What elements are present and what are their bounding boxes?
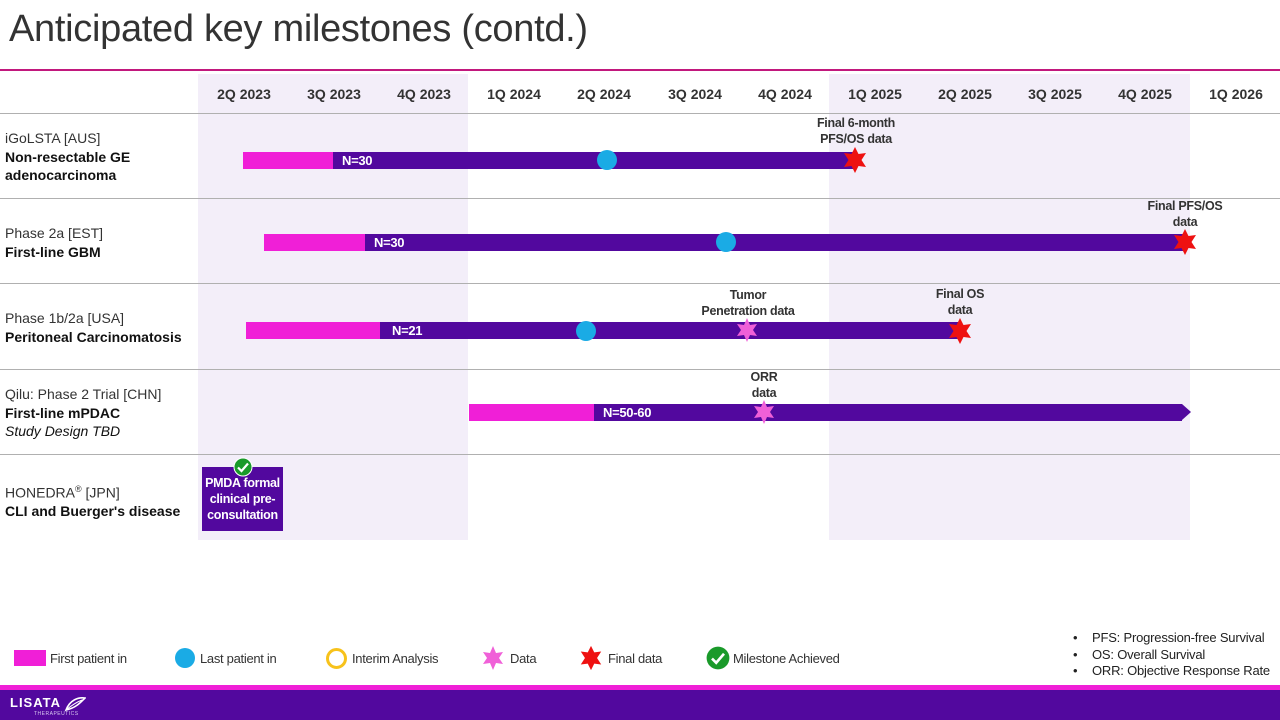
quarter-header: 4Q 2024 — [758, 86, 812, 102]
legend-achieved: Milestone Achieved — [706, 646, 840, 670]
pmda-consultation-box: PMDA formal clinical pre- consultation — [202, 467, 283, 531]
quarter-header: 3Q 2024 — [668, 86, 722, 102]
row-divider — [0, 369, 1280, 370]
interim-ring-icon — [326, 647, 347, 669]
row-label-phase2a: Phase 2a [EST] First-line GBM — [5, 224, 103, 261]
trial-name: Phase 2a [EST] — [5, 225, 104, 241]
milestone-note: Final PFS/OS data — [1147, 199, 1223, 229]
abbreviation-item: ORR: Objective Response Rate — [1073, 663, 1270, 680]
data-star-icon — [483, 646, 503, 670]
legend-first-patient: First patient in — [14, 646, 127, 670]
study-design-note: Study Design TBD — [5, 423, 121, 439]
first-patient-bar — [243, 152, 333, 169]
last-patient-dot — [576, 321, 596, 341]
first-patient-swatch — [14, 650, 46, 666]
abbreviation-item: PFS: Progression-free Survival — [1073, 630, 1270, 647]
enrollment-bar — [594, 404, 1182, 421]
row-divider — [0, 113, 1280, 114]
row-divider — [0, 198, 1280, 199]
legend-last-patient: Last patient in — [175, 646, 277, 670]
milestone-note: ORR data — [750, 370, 778, 400]
first-patient-bar — [246, 322, 380, 339]
trial-name: iGoLSTA [AUS] — [5, 130, 101, 146]
logo-leaf-icon — [64, 697, 86, 712]
first-patient-bar — [264, 234, 365, 251]
quarter-header: 1Q 2025 — [848, 86, 902, 102]
enrollment-count: N=30 — [342, 153, 373, 168]
indication: Peritoneal Carcinomatosis — [5, 328, 182, 345]
final-data-star-icon — [1174, 229, 1196, 255]
company-logo: LISATA — [10, 695, 62, 710]
milestone-note: Tumor Penetration data — [701, 288, 795, 318]
quarter-header: 2Q 2025 — [938, 86, 992, 102]
abbreviation-item: OS: Overall Survival — [1073, 647, 1270, 664]
last-patient-dot-icon — [175, 648, 195, 668]
indication: Non-resectable GE — [5, 148, 131, 165]
legend-interim: Interim Analysis — [326, 646, 439, 670]
first-patient-bar — [469, 404, 594, 421]
milestone-achieved-check-icon — [233, 457, 253, 477]
quarter-header: 1Q 2026 — [1209, 86, 1263, 102]
enrollment-bar — [333, 152, 855, 169]
abbreviations-list: PFS: Progression-free Survival OS: Overa… — [1073, 630, 1270, 680]
quarter-header: 3Q 2025 — [1028, 86, 1082, 102]
quarter-header: 4Q 2025 — [1118, 86, 1172, 102]
indication: CLI and Buerger's disease — [5, 503, 181, 520]
enrollment-count: N=50-60 — [603, 405, 652, 420]
row-label-qilu: Qilu: Phase 2 Trial [CHN] First-line mPD… — [5, 385, 161, 441]
final-data-star-icon — [580, 645, 602, 671]
data-star-icon — [754, 400, 774, 424]
quarter-header: 2Q 2024 — [577, 86, 631, 102]
enrollment-count: N=30 — [374, 235, 405, 250]
final-data-star-icon — [844, 147, 866, 173]
page-title: Anticipated key milestones (contd.) — [9, 8, 588, 50]
shade-band-2025 — [829, 74, 1190, 540]
trial-name: Phase 1b/2a [USA] — [5, 310, 125, 326]
footer-bar — [0, 690, 1280, 720]
quarter-header: 1Q 2024 — [487, 86, 541, 102]
final-data-star-icon — [949, 318, 971, 344]
legend-final: Final data — [578, 645, 662, 671]
row-label-igolsta: iGoLSTA [AUS] Non-resectable GE adenocar… — [5, 129, 130, 185]
milestone-note: Final 6-month PFS/OS data — [816, 116, 896, 146]
indication: First-line mPDAC — [5, 404, 121, 421]
legend-data: Data — [480, 646, 537, 670]
company-logo-subtitle: THERAPEUTICS — [34, 711, 79, 717]
enrollment-count: N=21 — [392, 323, 423, 338]
quarter-header: 2Q 2023 — [217, 86, 271, 102]
indication: adenocarcinoma — [5, 167, 117, 183]
enrollment-bar — [365, 234, 1185, 251]
milestone-achieved-check-icon — [706, 646, 730, 670]
row-label-phase1b2a: Phase 1b/2a [USA] Peritoneal Carcinomato… — [5, 309, 182, 346]
row-divider — [0, 454, 1280, 455]
enrollment-bar — [380, 322, 960, 339]
row-divider — [0, 283, 1280, 284]
ongoing-arrow-icon — [1182, 404, 1191, 420]
trial-name: HONEDRA® [JPN] — [5, 484, 120, 501]
indication: First-line GBM — [5, 243, 101, 260]
quarter-header: 3Q 2023 — [307, 86, 361, 102]
milestone-note: Final OS data — [935, 287, 985, 317]
last-patient-dot — [716, 232, 736, 252]
row-label-honedra: HONEDRA® [JPN] CLI and Buerger's disease — [5, 480, 180, 521]
data-star-icon — [737, 318, 757, 342]
quarter-header: 4Q 2023 — [397, 86, 451, 102]
last-patient-dot — [597, 150, 617, 170]
trial-name: Qilu: Phase 2 Trial [CHN] — [5, 386, 162, 402]
footer-accent-line — [0, 685, 1280, 690]
title-divider — [0, 69, 1280, 71]
